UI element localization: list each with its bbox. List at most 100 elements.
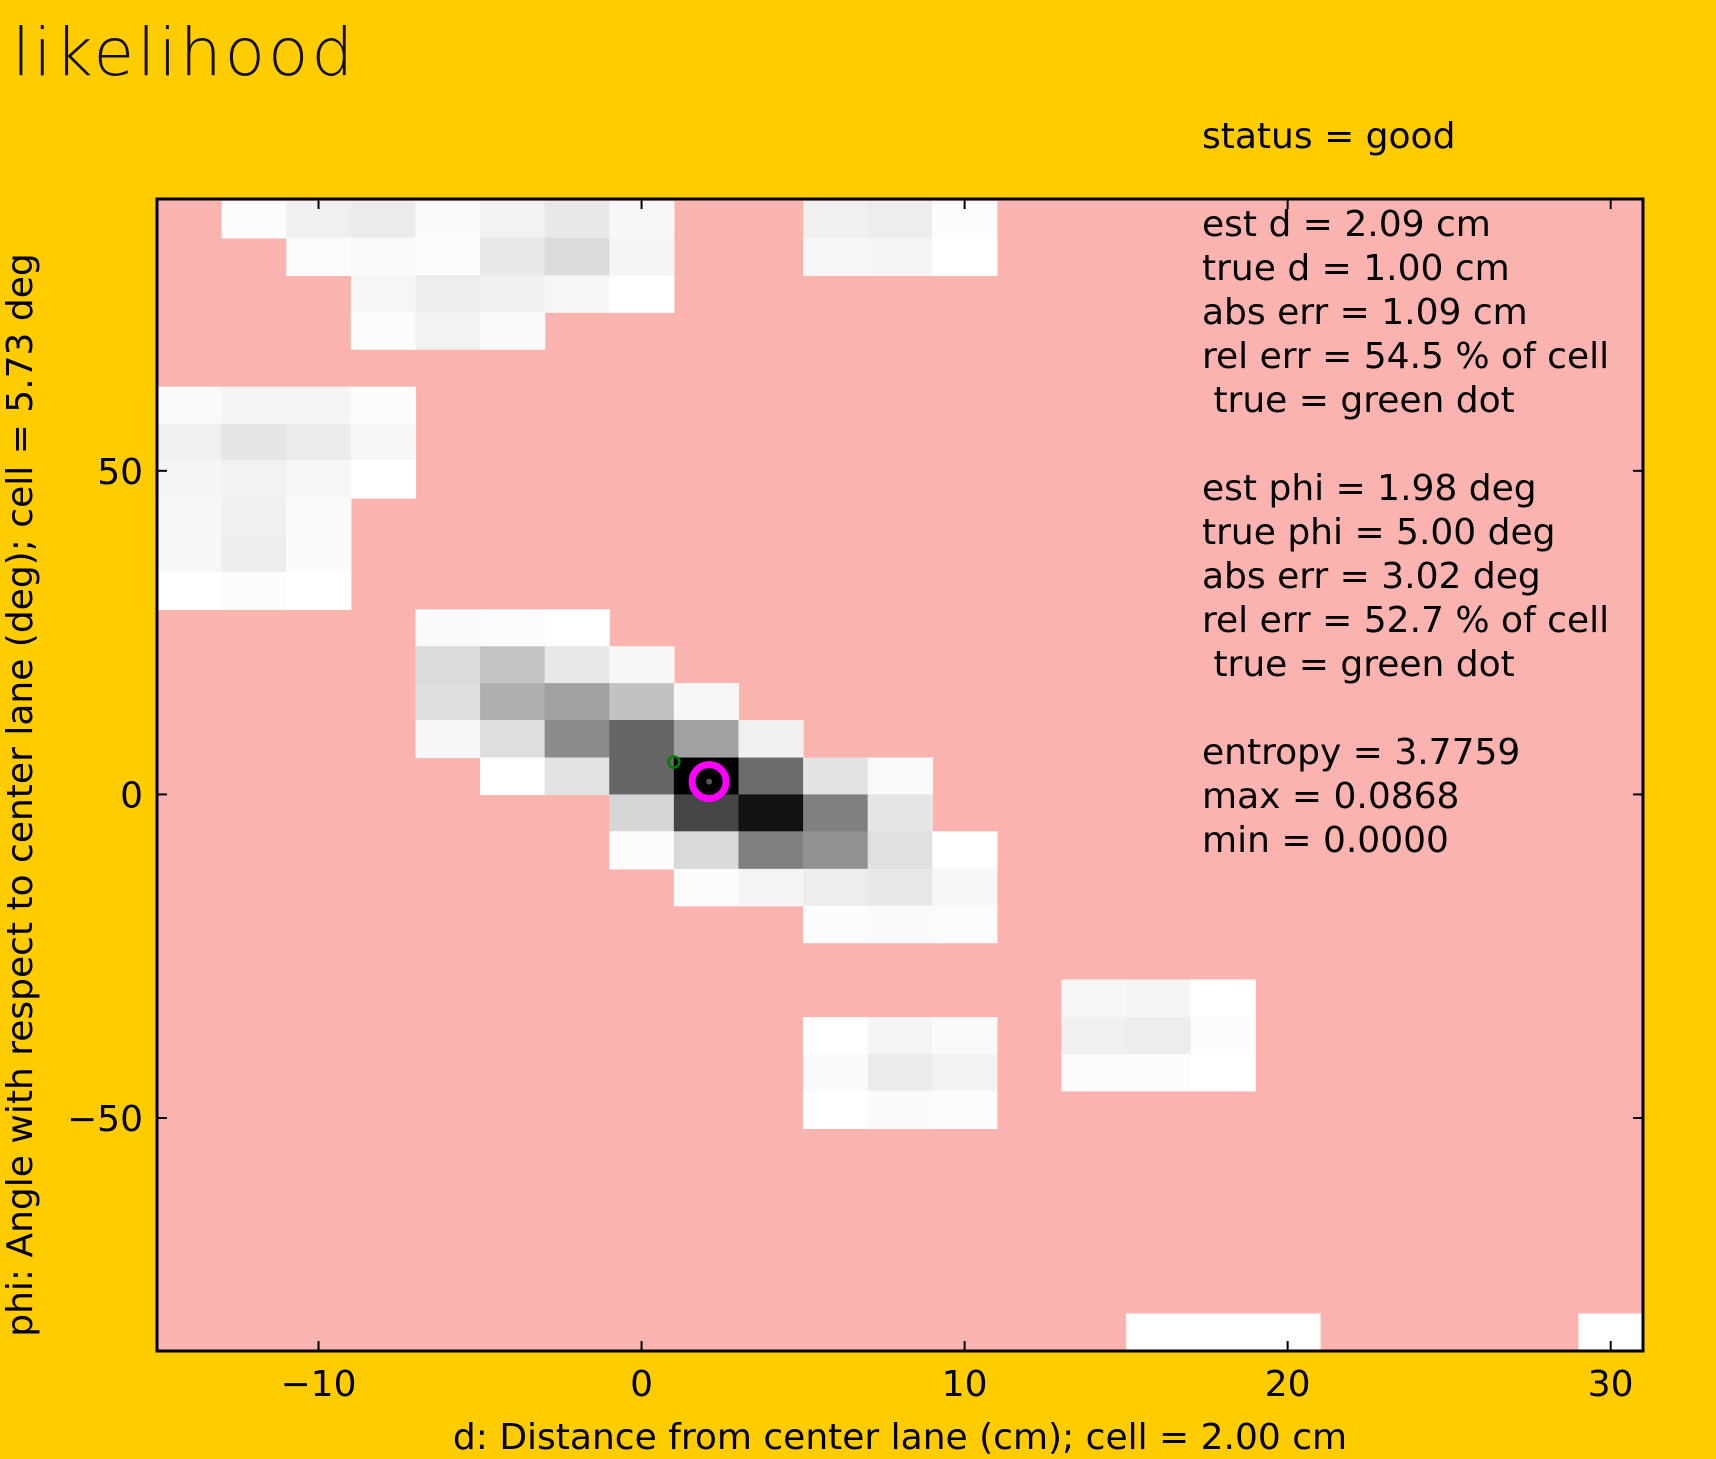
heatmap-cell <box>286 498 352 536</box>
heatmap-cell <box>609 275 675 313</box>
markers <box>667 755 730 803</box>
heatmap-cell <box>350 237 417 276</box>
heatmap-cell <box>803 868 869 907</box>
heatmap-cell <box>867 200 933 239</box>
heatmap-cell <box>932 831 998 870</box>
info-line: est d = 2.09 cm <box>1202 204 1491 245</box>
heatmap-cell <box>350 275 417 313</box>
heatmap-cell <box>738 831 804 870</box>
heatmap-cell <box>867 868 933 907</box>
heatmap-cell <box>157 423 223 462</box>
heatmap-cell <box>673 719 740 759</box>
heatmap-cell <box>157 386 223 425</box>
estimate-marker <box>688 761 730 803</box>
heatmap-cell <box>609 719 675 759</box>
heatmap-cell <box>738 719 804 759</box>
heatmap-cell <box>932 1017 998 1055</box>
status-text: status = good <box>1202 116 1455 157</box>
heatmap-cell <box>415 200 481 239</box>
heatmap-cell <box>415 609 481 647</box>
heatmap-cell <box>350 423 417 462</box>
y-tick-label: −50 <box>67 1099 143 1140</box>
heatmap-cell <box>286 460 352 499</box>
heatmap-cell <box>286 571 352 610</box>
heatmap-cell <box>803 905 869 944</box>
heatmap-cell <box>1126 979 1192 1018</box>
heatmap-cell <box>480 646 546 684</box>
info-line: true phi = 5.00 deg <box>1202 512 1556 553</box>
heatmap-cell <box>544 200 610 239</box>
heatmap-cell <box>221 200 287 239</box>
heatmap-cell <box>932 237 998 276</box>
heatmap-cell <box>415 237 481 276</box>
heatmap-cell <box>932 1053 998 1092</box>
heatmap-cell <box>867 1017 933 1055</box>
heatmap-cell <box>803 1053 869 1092</box>
heatmap-cell <box>803 1090 869 1129</box>
info-line: true = green dot <box>1202 644 1515 685</box>
x-tick-label: −10 <box>281 1364 357 1405</box>
info-line: rel err = 52.7 % of cell <box>1202 600 1609 641</box>
true-marker <box>667 755 681 769</box>
heatmap-cell <box>1061 1017 1127 1055</box>
heatmap-cell <box>544 646 610 684</box>
info-line: true = green dot <box>1202 380 1515 421</box>
heatmap-cell <box>609 683 675 721</box>
heatmap-cell <box>867 831 933 870</box>
heatmap-cell <box>738 757 804 796</box>
heatmap-cell <box>221 423 287 462</box>
heatmap-cell <box>1126 1313 1192 1352</box>
heatmap-cell <box>221 460 287 499</box>
heatmap-cell <box>480 312 546 350</box>
info-line: true d = 1.00 cm <box>1202 248 1510 289</box>
heatmap-cell <box>544 719 610 759</box>
heatmap-cell <box>221 571 287 610</box>
info-line: abs err = 3.02 deg <box>1202 556 1541 597</box>
heatmap-cell <box>480 275 546 313</box>
info-line: abs err = 1.09 cm <box>1202 292 1528 333</box>
heatmap-cell <box>350 460 417 499</box>
heatmap-cell <box>803 831 869 870</box>
heatmap-cell <box>544 683 610 721</box>
figure-title: likelihood <box>12 14 357 91</box>
x-tick-label: 30 <box>1588 1364 1634 1405</box>
heatmap-cell <box>480 683 546 721</box>
info-line: entropy = 3.7759 <box>1202 732 1520 773</box>
heatmap-cell <box>157 498 223 536</box>
x-tick-label: 20 <box>1265 1364 1311 1405</box>
heatmap-cell <box>803 200 869 239</box>
heatmap-cell <box>157 534 223 573</box>
x-axis-label: d: Distance from center lane (cm); cell … <box>453 1417 1347 1458</box>
plot-frame <box>155 197 1645 1353</box>
heatmap-cell <box>803 757 869 796</box>
heatmap-cell <box>480 757 546 796</box>
heatmap-cell <box>1126 1053 1192 1092</box>
heatmap-cell <box>932 1090 998 1129</box>
heatmap-cell <box>1126 1017 1192 1055</box>
tick-labels: −10 0 10 20 30 50 0 −50 <box>67 452 1634 1405</box>
heatmap-cell <box>1190 1313 1256 1352</box>
heatmap-cell <box>867 757 933 796</box>
heatmap-cell <box>221 534 287 573</box>
heatmap-cell <box>803 1017 869 1055</box>
heatmap-cell <box>415 312 481 350</box>
heatmap-cell <box>221 386 287 425</box>
estimate-center-dot <box>706 778 713 785</box>
y-tick-label: 50 <box>97 452 143 493</box>
y-tick-label: 0 <box>120 775 143 816</box>
heatmap-cell <box>480 237 546 276</box>
heatmap-cell <box>350 386 417 425</box>
heatmap-cell <box>609 237 675 276</box>
heatmap-cell <box>221 498 287 536</box>
heatmap-cell <box>867 905 933 944</box>
heatmap-cell <box>673 683 740 721</box>
heatmap-cell <box>1061 1053 1127 1092</box>
heatmap-cell <box>932 905 998 944</box>
info-line: est phi = 1.98 deg <box>1202 468 1537 509</box>
heatmap-cell <box>544 757 610 796</box>
info-line: rel err = 54.5 % of cell <box>1202 336 1609 377</box>
heatmap-cell <box>738 794 804 832</box>
